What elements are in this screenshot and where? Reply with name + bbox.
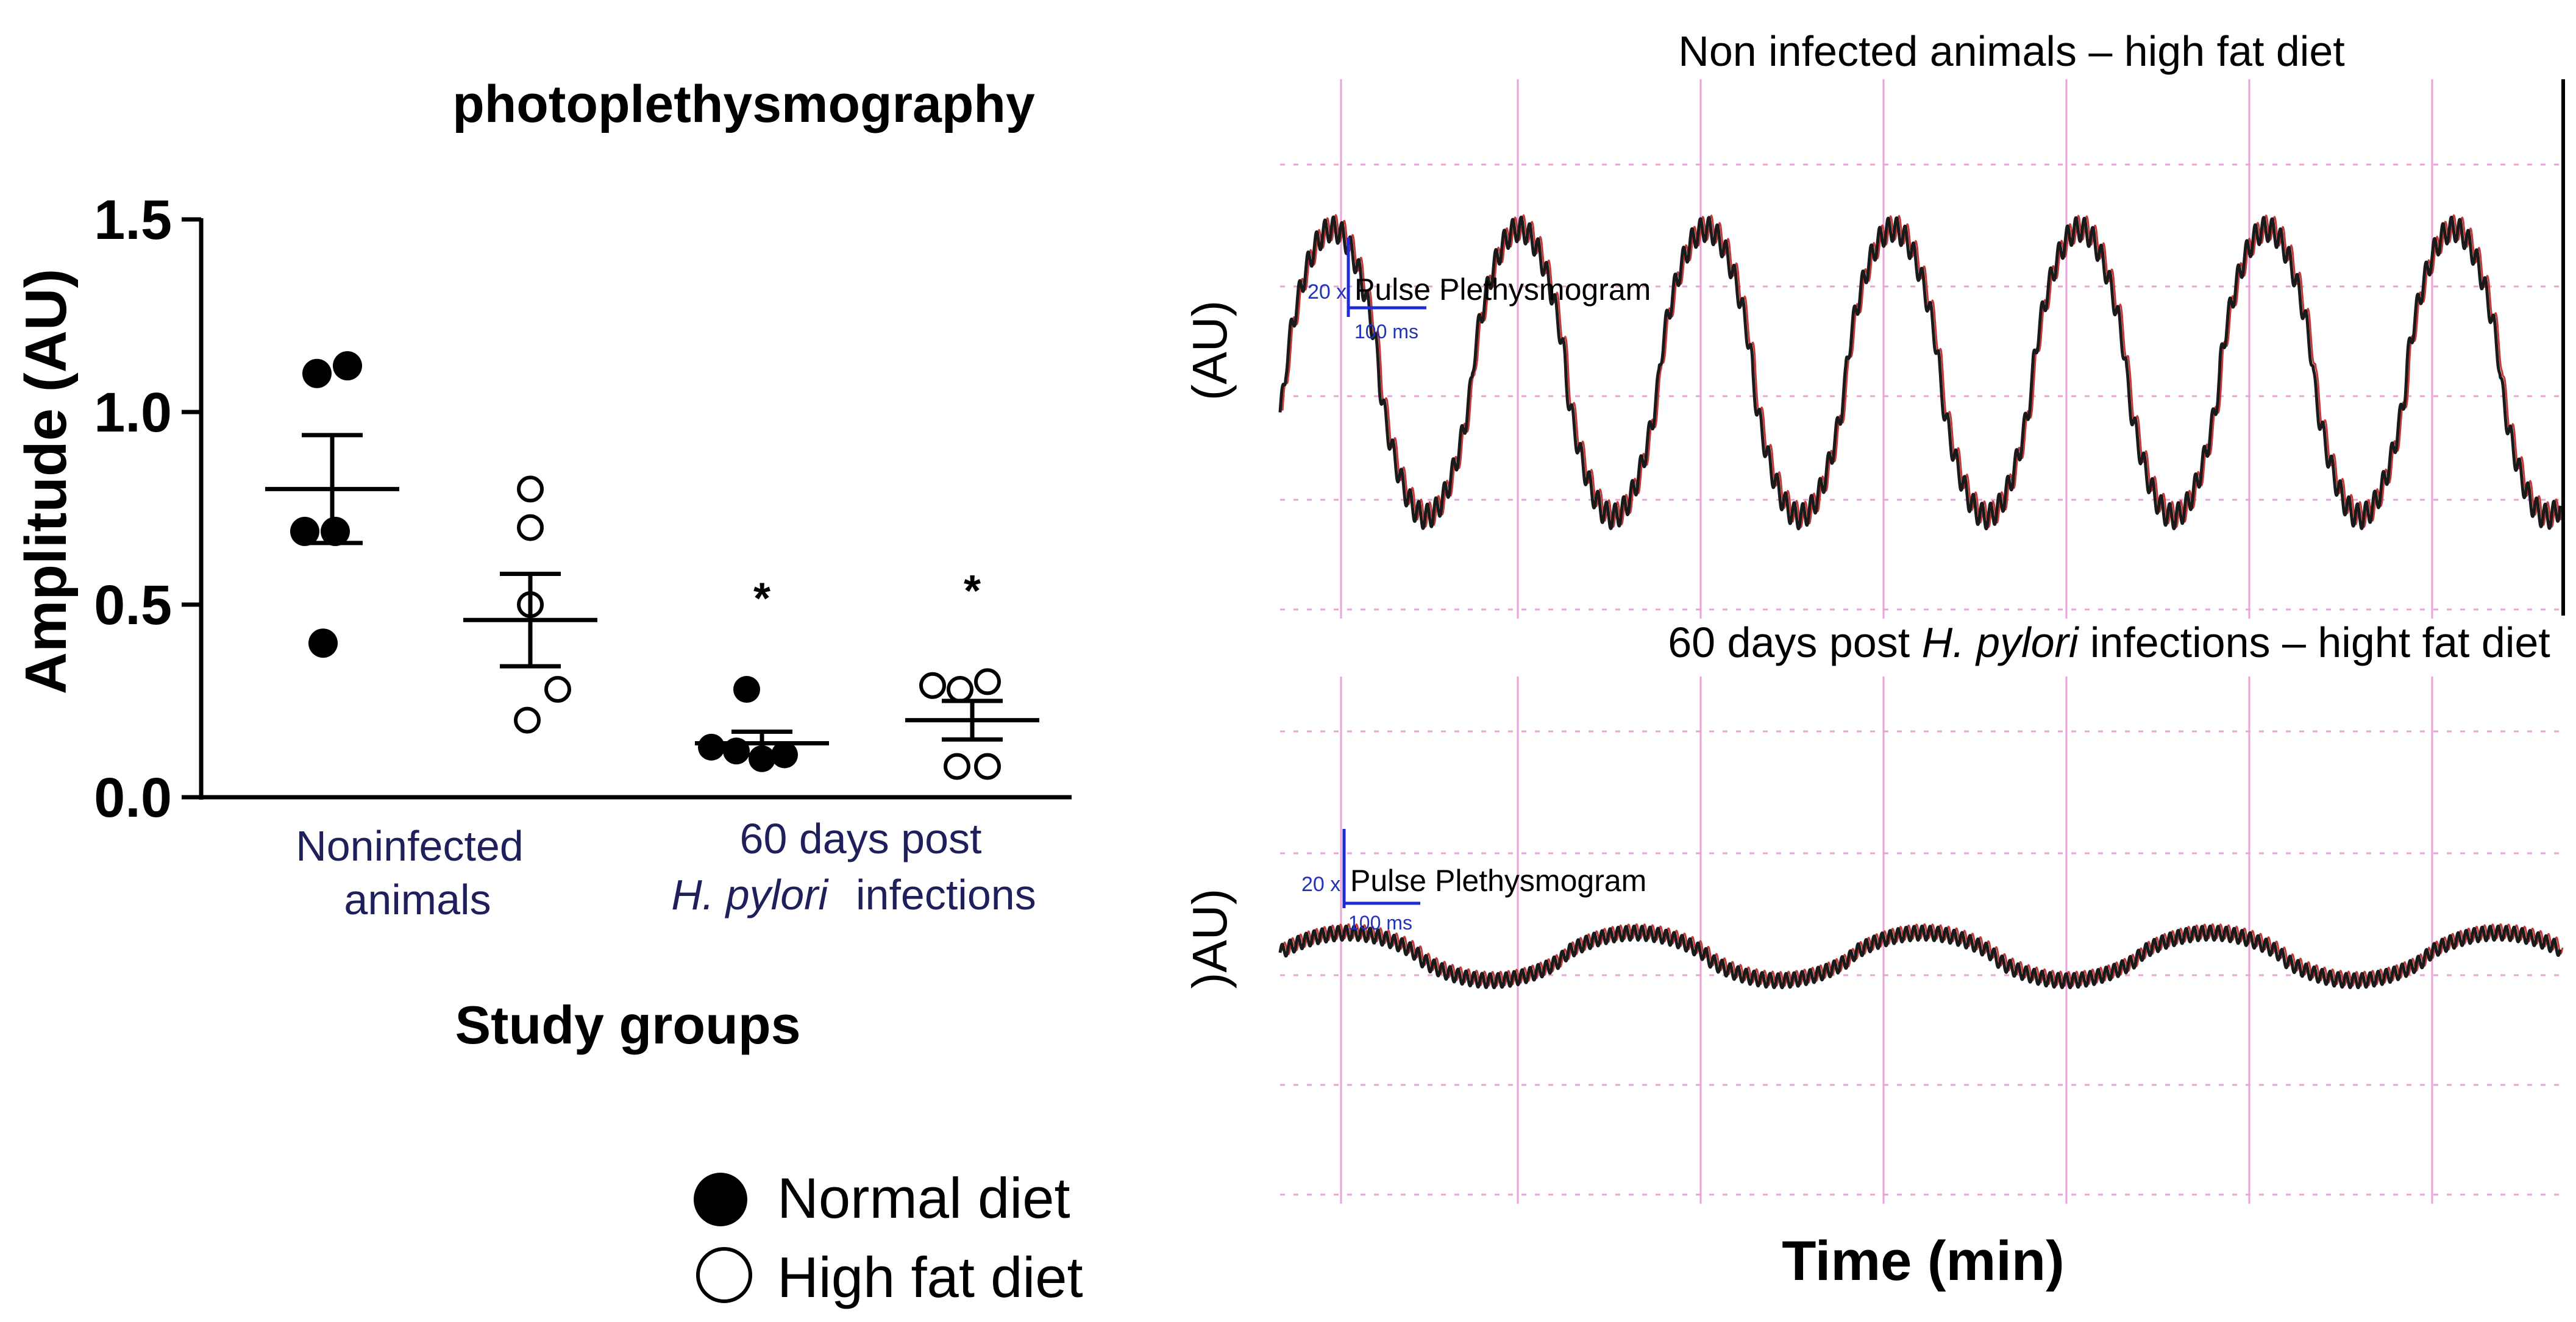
y-tick-label: 0.0	[94, 767, 172, 829]
trace-top-waveform	[1278, 215, 2562, 531]
data-point	[974, 753, 1001, 780]
group-label-hpylori-line1: 60 days post	[740, 815, 982, 862]
trace-bottom-channel-label: Pulse Plethysmogram	[1350, 864, 1646, 898]
y-tick-label: 1.5	[94, 189, 172, 251]
series-noninfected-normal	[265, 351, 399, 658]
legend-label-high-fat-diet: High fat diet	[777, 1245, 1083, 1309]
legend-marker-open	[696, 1247, 752, 1303]
trace-bottom-y-label: )AU)	[1183, 889, 1237, 989]
trace-top: 20 x 100 ms Pulse Plethysmogram (AU)	[1183, 79, 2566, 619]
data-point	[974, 668, 1001, 695]
series-hpylori-highfat: *	[905, 567, 1039, 780]
trace-bottom-waveform	[1278, 925, 2562, 989]
group-label-noninfected-line2: animals	[344, 876, 491, 923]
data-point	[517, 475, 544, 503]
trace-bottom-title: 60 days post H. pylori infections – high…	[1668, 619, 2550, 666]
trace-top-scale-y-text: 20 x	[1308, 280, 1347, 304]
trace-top-title: Non infected animals – high fat diet	[1678, 27, 2344, 75]
trace-bottom: 20 x 100 ms Pulse Plethysmogram )AU)	[1183, 677, 2566, 1204]
data-point	[321, 516, 350, 546]
data-point	[544, 676, 571, 703]
legend-label-normal-diet: Normal diet	[777, 1166, 1070, 1230]
series-hpylori-normal: *	[695, 575, 829, 772]
data-point	[308, 628, 338, 658]
data-point	[333, 351, 362, 381]
trace-top-channel-label: Pulse Plethysmogram	[1354, 272, 1651, 307]
data-point	[698, 733, 725, 761]
x-axis-label: Study groups	[455, 995, 800, 1055]
trace-bottom-scale-y-text: 20 x	[1301, 873, 1340, 896]
time-axis-label: Time (min)	[1782, 1230, 2064, 1292]
group-label-noninfected-line1: Noninfected	[296, 822, 524, 870]
group-label-hpylori-line2-italic: H. pylori	[671, 871, 829, 919]
y-axis-label: Amplitude (AU)	[13, 269, 79, 695]
trace-top-y-label: (AU)	[1183, 300, 1237, 400]
y-tick-label: 0.5	[94, 574, 172, 636]
data-point	[944, 753, 970, 780]
data-point	[517, 514, 544, 541]
scatter-panel: photoplethysmography Amplitude (AU) 0.0 …	[13, 75, 1083, 1309]
data-point	[947, 676, 973, 703]
significance-star: *	[964, 567, 981, 616]
trace-bottom-grid	[1280, 677, 2566, 1204]
data-point	[514, 706, 541, 734]
significance-star: *	[753, 575, 770, 624]
scatter-title: photoplethysmography	[452, 75, 1035, 133]
legend-marker-filled	[694, 1173, 747, 1226]
trace-top-scale-x-text: 100 ms	[1354, 321, 1418, 343]
data-point	[749, 745, 775, 772]
traces-panel: Non infected animals – high fat diet 20 …	[1183, 27, 2566, 1292]
trace-bottom-title-italic: H. pylori	[1922, 619, 2080, 666]
legend: Normal diet High fat diet	[694, 1166, 1083, 1309]
data-point	[919, 672, 946, 699]
trace-bottom-title-pre: 60 days post	[1668, 619, 1921, 666]
trace-bottom-scale-x-text: 100 ms	[1348, 912, 1412, 934]
trace-bottom-title-post: infections – hight fat diet	[2078, 619, 2550, 666]
data-point	[733, 676, 760, 703]
group-label-hpylori-line2-rest: infections	[856, 871, 1036, 919]
data-point	[290, 516, 319, 546]
trace-top-grid	[1280, 79, 2566, 619]
data-point	[302, 358, 332, 388]
y-tick-label: 1.0	[94, 382, 172, 444]
series-noninfected-highfat	[463, 475, 597, 734]
